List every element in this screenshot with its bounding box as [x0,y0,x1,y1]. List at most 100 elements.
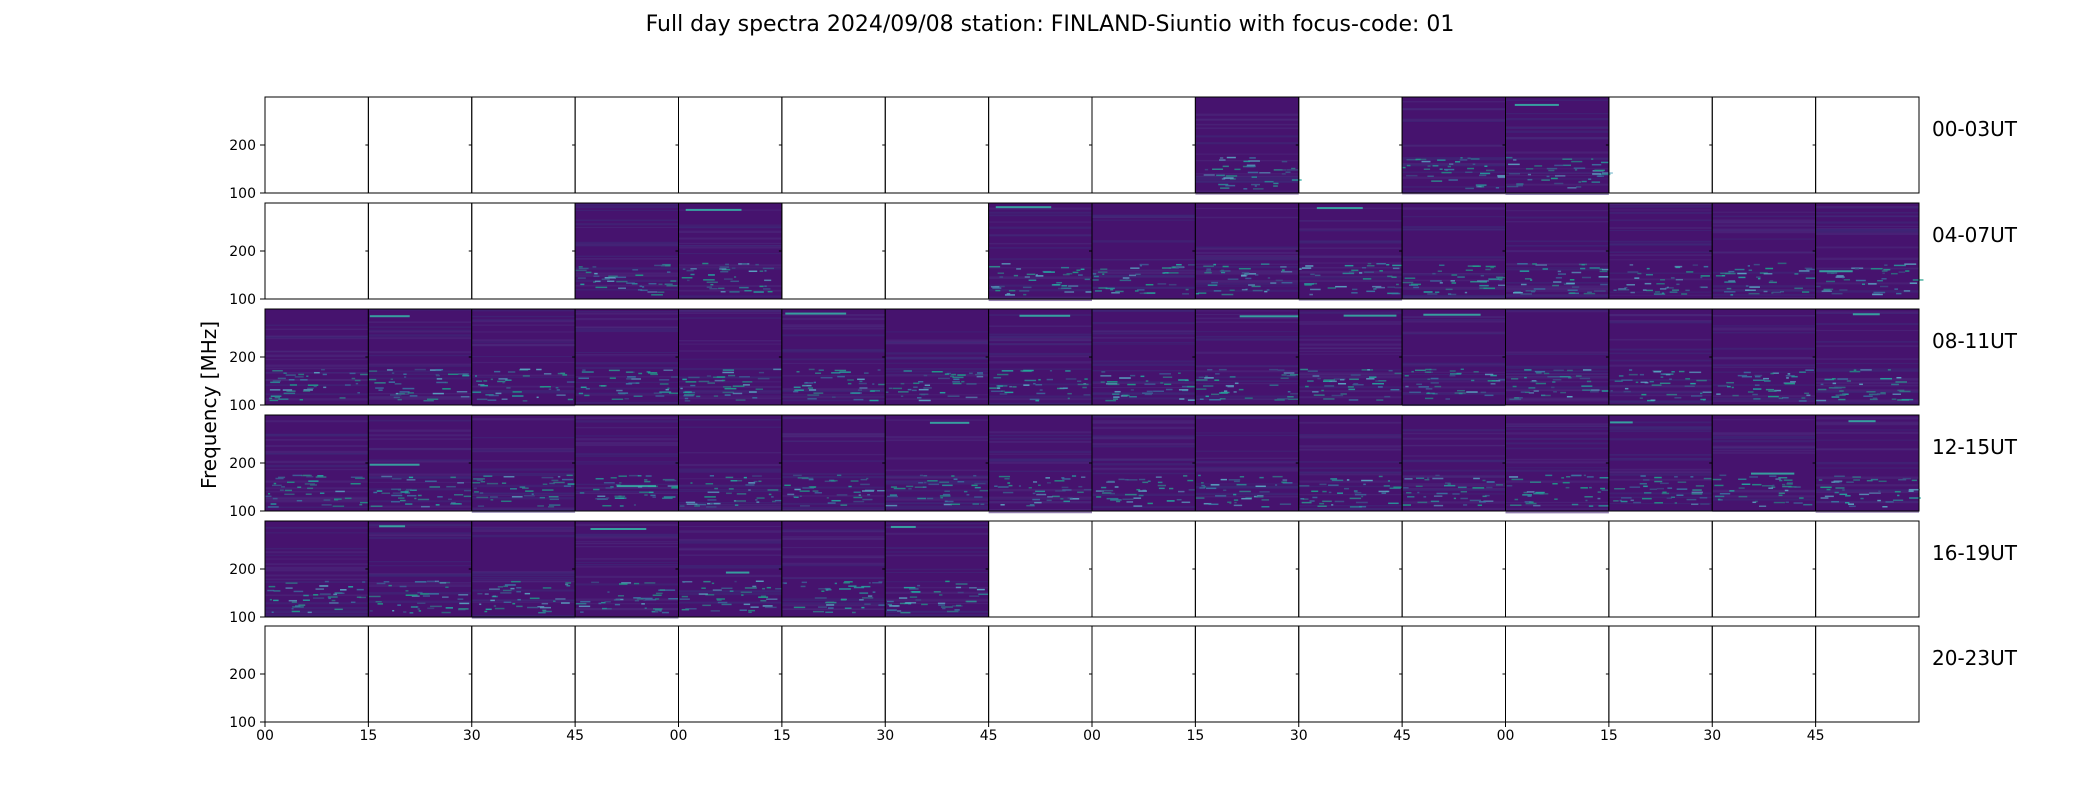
x-tick-label: 00 [256,728,274,744]
cell-border [471,96,576,194]
cell-border [884,625,990,723]
spectrum-cell [368,309,472,405]
cell-border [1194,625,1300,723]
cell-border [574,625,679,723]
spectrum-cell [885,521,989,617]
spectrum-cell [988,415,1092,514]
spectrum-cell [781,415,886,511]
x-tick-label: 45 [566,728,584,744]
spectrum-cell [1195,203,1299,299]
x-tick-label: 45 [980,728,998,744]
x-tick-label: 15 [1186,728,1204,744]
cell-border [264,202,369,300]
cell-border [1401,520,1506,618]
cell-border [678,96,783,194]
y-tick-label: 100 [229,398,256,414]
spectrum-cell [988,203,1096,302]
spectrum-cell [1092,415,1199,511]
spectrum-cell [471,415,576,513]
spectrum-cell [678,521,787,618]
spectrum-cell [678,203,782,299]
cell-border [988,520,1093,618]
y-tick-label: 200 [229,244,256,260]
cell-border [1401,625,1506,723]
spectrum-cell [1815,309,1919,405]
cell-border [574,96,679,194]
spectrum-cell [1298,203,1405,301]
x-tick-label: 00 [1497,728,1515,744]
cell-border [1298,520,1403,618]
cell-border [781,96,886,194]
spectrum-cell [265,521,369,617]
x-tick-label: 45 [1393,728,1411,744]
cell-border [1194,520,1300,618]
cell-border [1505,520,1610,618]
y-tick-label: 200 [229,562,256,578]
cell-border [1298,625,1403,723]
panel-row-16-19UT: 200 100 16-19UT [229,520,2018,626]
row-label: 04-07UT [1932,223,2018,247]
cell-border [1711,520,1817,618]
spectrum-cell [575,309,682,405]
y-tick-label: 100 [229,610,256,626]
spectrum-cell [678,415,782,512]
cell-border [1608,520,1713,618]
x-tick-label: 15 [1600,728,1618,744]
y-tick-label: 100 [229,715,256,731]
spectrum-cell [265,309,372,405]
spectrum-cell [471,309,577,407]
y-tick-label: 200 [229,456,256,472]
cell-border [1608,96,1713,194]
spectrum-cell [1815,203,1924,299]
row-label: 00-03UT [1932,117,2018,141]
panel-row-00-03UT: 200 100 00-03UT [229,96,2018,202]
cell-border [367,202,473,300]
spectrum-cell [265,415,371,511]
spectrum-cell [368,415,475,511]
spectrum-cell [781,309,887,405]
row-label: 20-23UT [1932,646,2018,670]
spectrum-cell [471,521,576,619]
spectrum-cell [1298,309,1403,405]
cell-border [884,202,990,300]
cell-border [1815,520,1920,618]
cell-border [1091,96,1196,194]
cell-border [1815,96,1920,194]
y-tick-label: 100 [229,292,256,308]
cell-border [781,625,886,723]
spectrum-cell [1195,309,1302,405]
spectrum-cell [575,415,681,512]
chart-title: Full day spectra 2024/09/08 station: FIN… [645,12,1455,37]
cell-border [1505,625,1610,723]
spectrum-cell [1505,203,1613,299]
spectrum-cell [1092,309,1200,405]
spectrum-cell [575,521,680,619]
cell-border [1711,96,1817,194]
x-tick-label: 45 [1807,728,1825,744]
x-tick-label: 30 [463,728,481,744]
spectrum-cell [575,203,679,299]
cell-border [1815,625,1920,723]
x-tick-label: 15 [773,728,791,744]
spectrum-cell [1402,203,1509,299]
x-tick-label: 00 [1083,728,1101,744]
y-tick-label: 200 [229,138,256,154]
spectrum-cell [885,309,989,405]
spectrum-cell [1092,203,1198,300]
spectrum-cell [1712,203,1817,299]
cell-border [471,625,576,723]
cell-border [264,96,369,194]
cell-border [1091,625,1196,723]
row-label: 08-11UT [1932,329,2018,353]
spectrum-cell [1402,309,1511,407]
panel-row-12-15UT: 200 100 12-15UT [229,414,2018,520]
cell-border [1711,625,1817,723]
y-tick-label: 200 [229,667,256,683]
x-tick-label: 15 [359,728,377,744]
cell-border [884,96,990,194]
x-tick-label: 30 [1703,728,1721,744]
spectrum-cell [1505,309,1611,405]
cell-border [988,96,1093,194]
cell-border [1298,96,1403,194]
